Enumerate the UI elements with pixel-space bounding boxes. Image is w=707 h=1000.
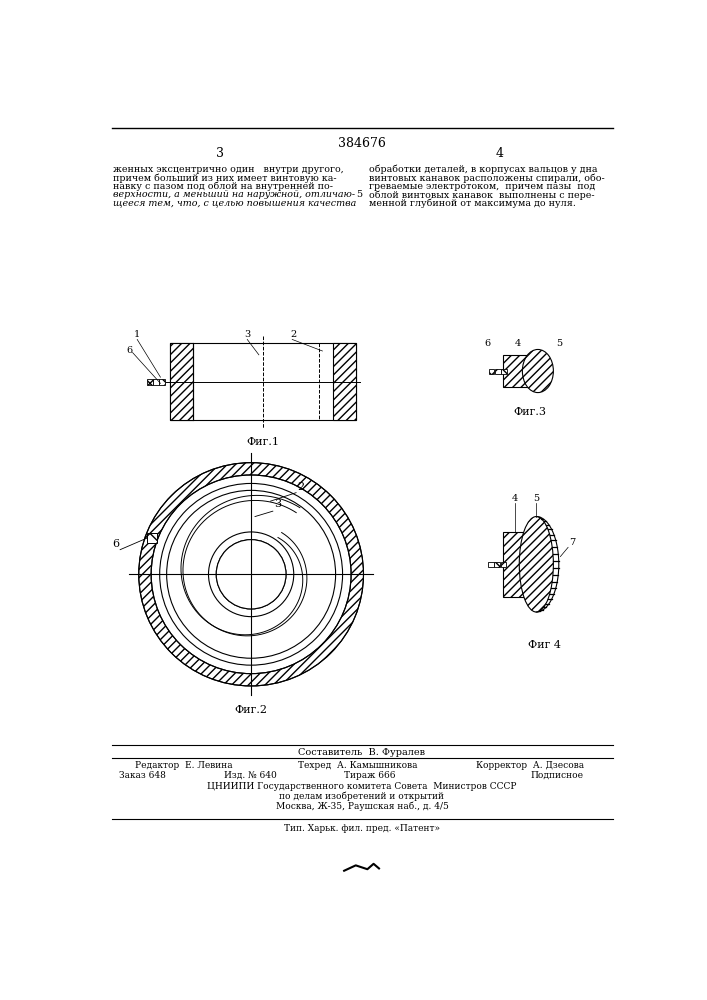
- Text: греваемые электротоком,  причем пазы  под: греваемые электротоком, причем пазы под: [369, 182, 595, 191]
- Text: 6: 6: [112, 539, 119, 549]
- Text: 1: 1: [134, 330, 140, 339]
- Text: 5: 5: [533, 494, 539, 503]
- Bar: [170, 343, 356, 420]
- Ellipse shape: [519, 517, 554, 612]
- Bar: [489, 562, 493, 567]
- Bar: [147, 533, 157, 543]
- Text: 5: 5: [356, 190, 363, 199]
- Text: щееся тем, что, с целью повышения качества: щееся тем, что, с целью повышения качест…: [113, 199, 356, 208]
- Text: Фиг.3: Фиг.3: [513, 407, 547, 417]
- Bar: [332, 343, 356, 420]
- Text: Фиг 4: Фиг 4: [527, 640, 561, 650]
- Text: 3: 3: [244, 330, 250, 339]
- Text: Москва, Ж-35, Раушская наб., д. 4/5: Москва, Ж-35, Раушская наб., д. 4/5: [276, 801, 448, 811]
- Bar: [153, 379, 159, 385]
- Bar: [146, 379, 153, 385]
- Text: 4: 4: [515, 339, 521, 348]
- Text: Тип. Харьк. фил. пред. «Патент»: Тип. Харьк. фил. пред. «Патент»: [284, 824, 440, 833]
- Text: 4: 4: [495, 147, 503, 160]
- Bar: [501, 369, 507, 374]
- Text: Подписное: Подписное: [530, 771, 583, 780]
- Bar: [170, 343, 193, 420]
- Text: обработки деталей, в корпусах вальцов у дна: обработки деталей, в корпусах вальцов у …: [369, 165, 597, 174]
- Text: 7: 7: [569, 538, 575, 547]
- Bar: [494, 562, 500, 567]
- Circle shape: [216, 540, 286, 609]
- Bar: [501, 562, 506, 567]
- Text: Техред  А. Камышникова: Техред А. Камышникова: [298, 761, 417, 770]
- Text: 2: 2: [291, 330, 297, 339]
- Bar: [503, 532, 526, 597]
- Wedge shape: [139, 463, 363, 686]
- Text: причем больший из них имеет винтовую ка-: причем больший из них имеет винтовую ка-: [113, 173, 337, 183]
- Bar: [503, 355, 532, 387]
- Text: 5: 5: [556, 339, 563, 348]
- Text: Фиг.1: Фиг.1: [246, 437, 279, 447]
- Text: Заказ 648: Заказ 648: [119, 771, 166, 780]
- Text: винтовых канавок расположены спирали, обо-: винтовых канавок расположены спирали, об…: [369, 173, 604, 183]
- Text: верхности, а меньший на наружной, отличаю-: верхности, а меньший на наружной, отлича…: [113, 190, 356, 199]
- Text: Составитель  В. Фуралев: Составитель В. Фуралев: [298, 748, 426, 757]
- Text: Корректор  А. Дзесова: Корректор А. Дзесова: [476, 761, 584, 770]
- Text: 384676: 384676: [338, 137, 386, 150]
- Ellipse shape: [522, 349, 554, 393]
- Text: менной глубиной от максимума до нуля.: менной глубиной от максимума до нуля.: [369, 199, 575, 208]
- Text: 3: 3: [274, 499, 281, 509]
- Text: ЦНИИПИ Государственного комитета Совета  Министров СССР: ЦНИИПИ Государственного комитета Совета …: [207, 782, 517, 791]
- Text: Изд. № 640: Изд. № 640: [224, 771, 276, 780]
- Bar: [489, 369, 494, 374]
- Text: Тираж 666: Тираж 666: [344, 771, 396, 780]
- Text: женных эксцентрично один   внутри другого,: женных эксцентрично один внутри другого,: [113, 165, 344, 174]
- Text: 2: 2: [298, 482, 305, 492]
- Text: облой винтовых канавок  выполнены с пере-: облой винтовых канавок выполнены с пере-: [369, 190, 595, 200]
- Text: по делам изобретений и открытий: по делам изобретений и открытий: [279, 791, 445, 801]
- Text: Фиг.2: Фиг.2: [235, 705, 268, 715]
- Text: навку с пазом под облой на внутренней по-: навку с пазом под облой на внутренней по…: [113, 182, 333, 191]
- Text: 6: 6: [127, 346, 132, 355]
- Text: 4: 4: [511, 494, 518, 503]
- Text: 3: 3: [216, 147, 224, 160]
- Text: Редактор  Е. Левина: Редактор Е. Левина: [135, 761, 233, 770]
- Bar: [495, 369, 501, 374]
- Bar: [159, 379, 165, 385]
- Text: 6: 6: [484, 339, 491, 348]
